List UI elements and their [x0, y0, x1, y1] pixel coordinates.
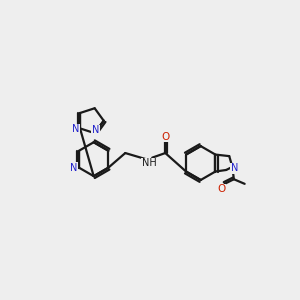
- Text: O: O: [218, 184, 226, 194]
- Text: O: O: [161, 132, 170, 142]
- Text: N: N: [73, 124, 80, 134]
- Text: NH: NH: [142, 158, 157, 168]
- Text: N: N: [92, 125, 99, 135]
- Text: N: N: [231, 164, 238, 173]
- Text: N: N: [70, 163, 77, 173]
